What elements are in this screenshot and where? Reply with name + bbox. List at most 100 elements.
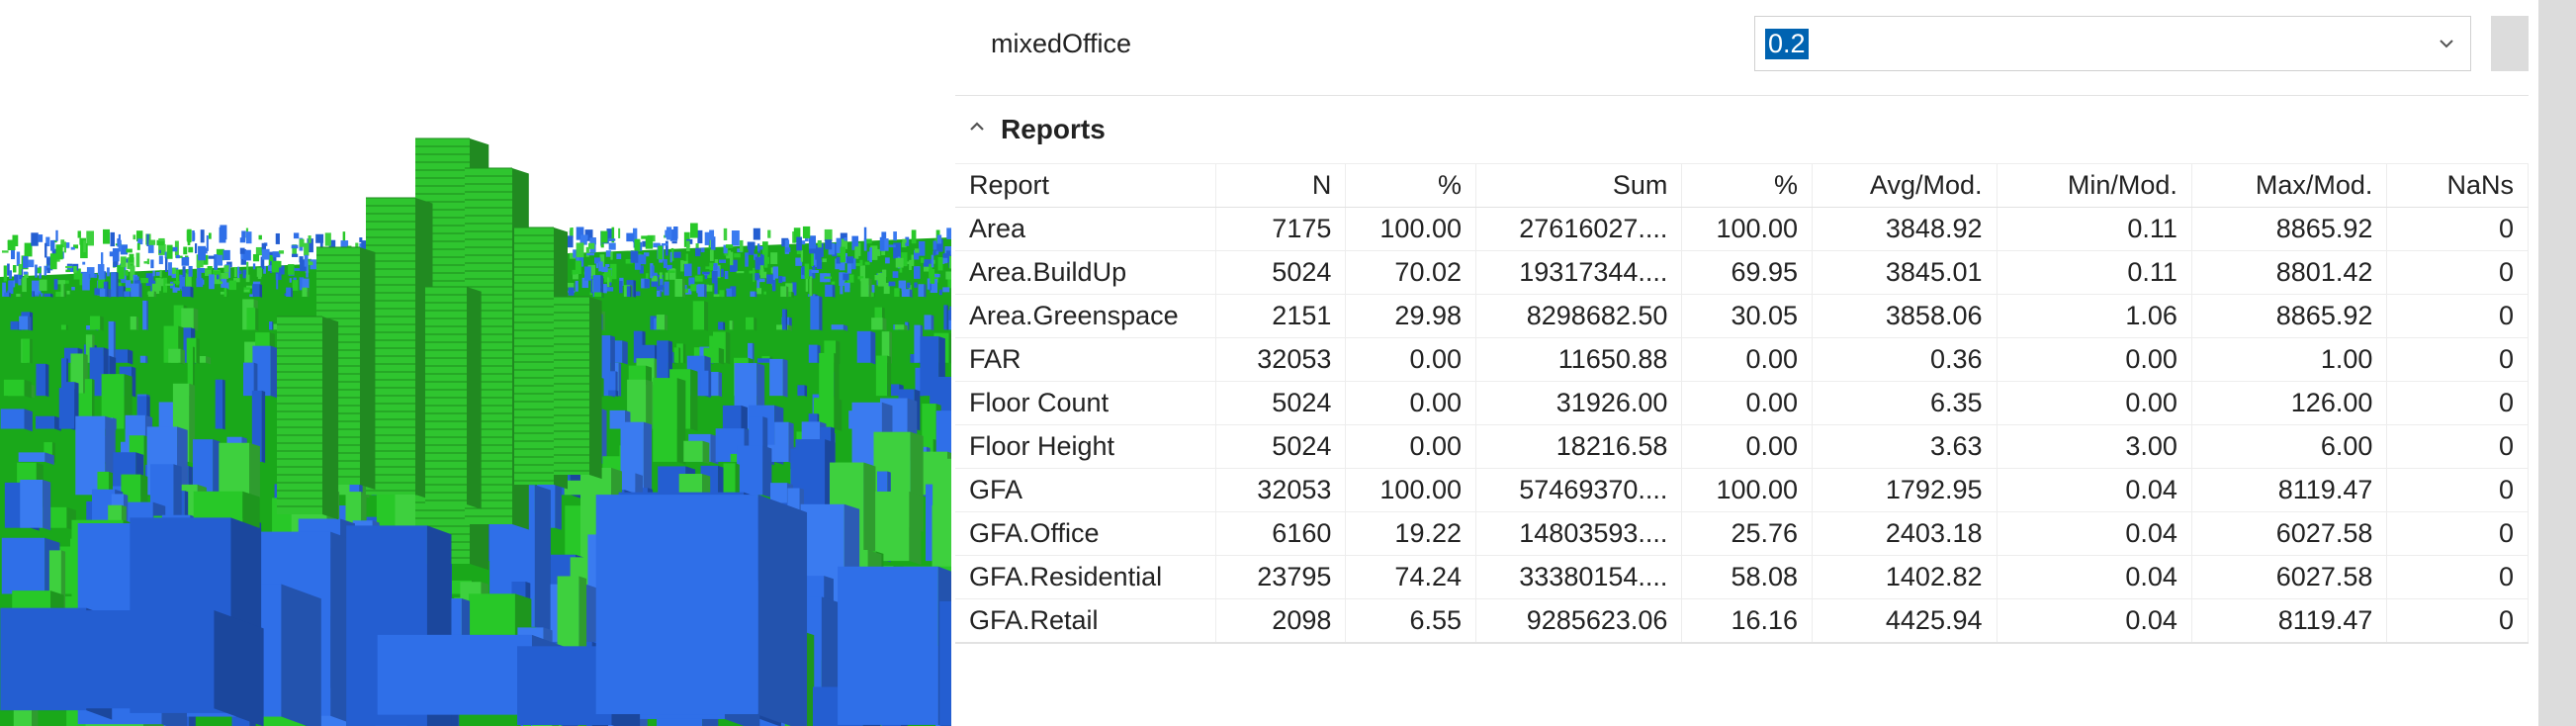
table-cell: 3848.92 <box>1813 208 1997 251</box>
table-cell: 0 <box>2387 512 2529 556</box>
table-cell: 0 <box>2387 295 2529 338</box>
table-row[interactable]: GFA32053100.0057469370....100.001792.950… <box>955 469 2529 512</box>
table-cell: GFA.Residential <box>955 556 1215 599</box>
table-cell: 57469370.... <box>1476 469 1682 512</box>
table-cell: 14803593.... <box>1476 512 1682 556</box>
table-cell: 8865.92 <box>2191 295 2386 338</box>
table-cell: 8119.47 <box>2191 599 2386 644</box>
table-cell: GFA <box>955 469 1215 512</box>
table-cell: 74.24 <box>1346 556 1476 599</box>
column-header[interactable]: Avg/Mod. <box>1813 164 1997 208</box>
table-cell: 0.00 <box>1346 382 1476 425</box>
table-cell: 0 <box>2387 599 2529 644</box>
table-cell: 6.55 <box>1346 599 1476 644</box>
table-cell: 0.00 <box>1682 425 1813 469</box>
table-row[interactable]: GFA.Retail20986.559285623.0616.164425.94… <box>955 599 2529 644</box>
table-header-row: ReportN%Sum%Avg/Mod.Min/Mod.Max/Mod.NaNs <box>955 164 2529 208</box>
table-cell: 6.35 <box>1813 382 1997 425</box>
table-cell: 0.11 <box>1997 251 2191 295</box>
table-cell: 18216.58 <box>1476 425 1682 469</box>
table-row[interactable]: Area.BuildUp502470.0219317344....69.9538… <box>955 251 2529 295</box>
table-cell: 6160 <box>1215 512 1346 556</box>
inspector-panel: mixedOffice 0.2 Reports ReportN%Sum%Avg/… <box>951 0 2576 726</box>
table-cell: GFA.Office <box>955 512 1215 556</box>
table-cell: 7175 <box>1215 208 1346 251</box>
table-row[interactable]: Area7175100.0027616027....100.003848.920… <box>955 208 2529 251</box>
table-cell: 0 <box>2387 251 2529 295</box>
table-cell: 8298682.50 <box>1476 295 1682 338</box>
column-header[interactable]: Report <box>955 164 1215 208</box>
table-cell: 27616027.... <box>1476 208 1682 251</box>
table-cell: 4425.94 <box>1813 599 1997 644</box>
table-cell: 0.04 <box>1997 512 2191 556</box>
viewport-3d[interactable] <box>0 0 951 726</box>
section-title: Reports <box>1001 114 1106 145</box>
table-cell: 0.04 <box>1997 556 2191 599</box>
table-cell: 0 <box>2387 556 2529 599</box>
table-cell: Area <box>955 208 1215 251</box>
table-cell: 70.02 <box>1346 251 1476 295</box>
table-cell: 1402.82 <box>1813 556 1997 599</box>
table-cell: 19.22 <box>1346 512 1476 556</box>
table-row[interactable]: GFA.Residential2379574.2433380154....58.… <box>955 556 2529 599</box>
attribute-row-mixedoffice: mixedOffice 0.2 <box>951 0 2536 95</box>
table-cell: Floor Count <box>955 382 1215 425</box>
table-cell: 33380154.... <box>1476 556 1682 599</box>
table-cell: 3.00 <box>1997 425 2191 469</box>
table-cell: Floor Height <box>955 425 1215 469</box>
attribute-label: mixedOffice <box>991 29 1742 59</box>
table-cell: 9285623.06 <box>1476 599 1682 644</box>
table-cell: 31926.00 <box>1476 382 1682 425</box>
table-cell: 25.76 <box>1682 512 1813 556</box>
column-header[interactable]: NaNs <box>2387 164 2529 208</box>
table-cell: 3845.01 <box>1813 251 1997 295</box>
table-cell: 100.00 <box>1682 208 1813 251</box>
table-cell: 0 <box>2387 425 2529 469</box>
column-header[interactable]: Sum <box>1476 164 1682 208</box>
table-cell: 0.00 <box>1997 382 2191 425</box>
table-cell: 100.00 <box>1682 469 1813 512</box>
table-cell: 0.00 <box>1682 338 1813 382</box>
chevron-down-icon <box>2433 30 2460 57</box>
attribute-value: 0.2 <box>1765 29 1809 59</box>
table-cell: 1.00 <box>2191 338 2386 382</box>
scrollbar[interactable] <box>2538 0 2576 726</box>
table-cell: 2151 <box>1215 295 1346 338</box>
table-row[interactable]: GFA.Office616019.2214803593....25.762403… <box>955 512 2529 556</box>
table-row[interactable]: FAR320530.0011650.880.000.360.001.000 <box>955 338 2529 382</box>
table-cell: 0.36 <box>1813 338 1997 382</box>
table-cell: 0.00 <box>1346 425 1476 469</box>
table-row[interactable]: Floor Count50240.0031926.000.006.350.001… <box>955 382 2529 425</box>
column-header[interactable]: Min/Mod. <box>1997 164 2191 208</box>
table-cell: Area.Greenspace <box>955 295 1215 338</box>
table-cell: 100.00 <box>1346 208 1476 251</box>
table-cell: 5024 <box>1215 425 1346 469</box>
table-row[interactable]: Floor Height50240.0018216.580.003.633.00… <box>955 425 2529 469</box>
table-cell: 3.63 <box>1813 425 1997 469</box>
table-cell: 0 <box>2387 208 2529 251</box>
table-cell: 3858.06 <box>1813 295 1997 338</box>
city-render <box>0 0 951 726</box>
attribute-dropdown[interactable]: 0.2 <box>1754 16 2471 71</box>
table-cell: 126.00 <box>2191 382 2386 425</box>
attribute-extra-button[interactable] <box>2491 16 2529 71</box>
table-cell: Area.BuildUp <box>955 251 1215 295</box>
reports-table: ReportN%Sum%Avg/Mod.Min/Mod.Max/Mod.NaNs… <box>955 163 2529 644</box>
table-cell: 0 <box>2387 382 2529 425</box>
table-cell: 2403.18 <box>1813 512 1997 556</box>
table-cell: 5024 <box>1215 251 1346 295</box>
table-row[interactable]: Area.Greenspace215129.988298682.5030.053… <box>955 295 2529 338</box>
table-cell: 0 <box>2387 469 2529 512</box>
column-header[interactable]: % <box>1346 164 1476 208</box>
reports-section-header[interactable]: Reports <box>951 96 2536 163</box>
table-cell: 6027.58 <box>2191 512 2386 556</box>
table-cell: 0.00 <box>1997 338 2191 382</box>
column-header[interactable]: N <box>1215 164 1346 208</box>
column-header[interactable]: Max/Mod. <box>2191 164 2386 208</box>
table-cell: 30.05 <box>1682 295 1813 338</box>
table-cell: 23795 <box>1215 556 1346 599</box>
table-cell: 0.00 <box>1682 382 1813 425</box>
column-header[interactable]: % <box>1682 164 1813 208</box>
table-cell: 29.98 <box>1346 295 1476 338</box>
table-cell: 2098 <box>1215 599 1346 644</box>
